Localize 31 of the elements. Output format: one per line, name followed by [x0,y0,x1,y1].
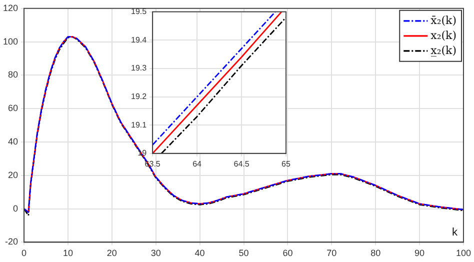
x-tick-label: 90 [414,248,425,258]
y-tick-label: 80 [8,70,18,80]
x-axis-title: k [452,226,458,239]
x-tick-label: 80 [370,248,381,258]
x-tick-label: 40 [194,248,205,258]
y-tick-label: 19.5 [130,7,148,16]
y-tick-label: 20 [8,170,18,180]
legend-label: x₂(k) [430,28,457,42]
x-tick-label: 20 [106,248,117,258]
y-tick-label: 0 [13,203,18,214]
x-tick-label: 100 [456,248,472,258]
y-tick-label: 19.1 [130,120,148,130]
y-tick-label: 60 [8,103,18,114]
x-tick-label: 65 [282,159,291,168]
x-tick-label: 64 [192,159,202,168]
x-tick-label: 50 [238,248,249,258]
y-tick-label: 120 [2,2,18,13]
x-tick-label: 70 [326,248,337,258]
y-tick-label: 19.3 [130,64,148,73]
x-tick-label: 60 [282,248,293,258]
x-tick-label: 10 [62,248,73,258]
legend-label: x̄₂(k) [430,14,457,27]
x-tick-label: 64.5 [234,159,250,168]
legend-label: x̲₂(k) [430,44,457,57]
y-tick-label: -20 [5,236,18,247]
x-tick-label: 0 [22,248,27,258]
x-tick-label: 30 [150,248,161,258]
y-tick-label: 19.2 [130,92,148,101]
y-tick-label: 40 [8,136,18,146]
y-tick-label: 100 [2,36,18,46]
y-tick-label: 19.4 [130,35,148,44]
